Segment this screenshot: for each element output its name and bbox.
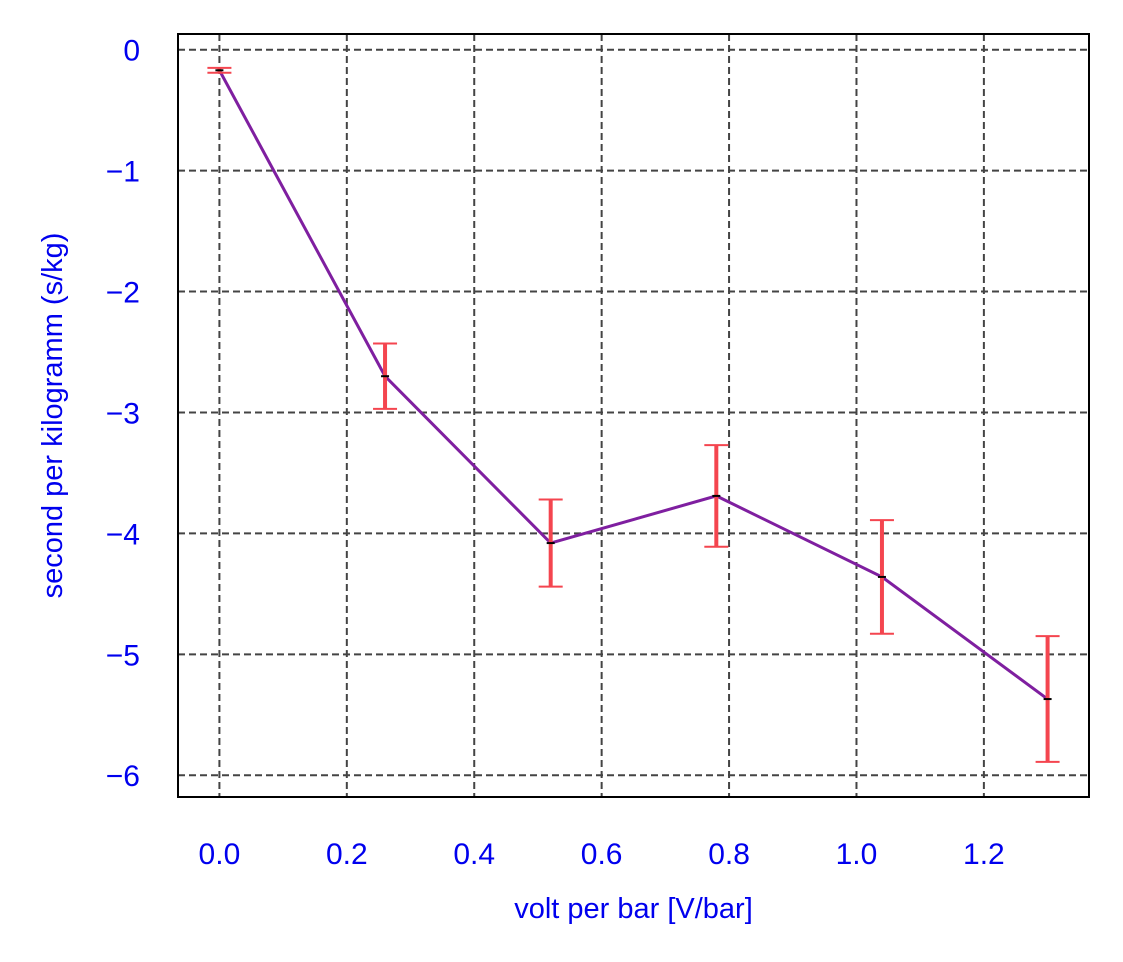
plot-data <box>207 66 1060 763</box>
x-tick-label: 0.2 <box>326 838 368 871</box>
x-tick-label: 0.4 <box>453 838 495 871</box>
x-tick-label: 1.2 <box>963 838 1005 871</box>
grid <box>178 34 1089 797</box>
y-axis-label: second per kilogramm (s/kg) <box>37 233 69 599</box>
y-tick-label: −4 <box>106 518 140 551</box>
series-line <box>218 69 1049 701</box>
x-tick-label: 0.6 <box>581 838 623 871</box>
x-axis-label: volt per bar [V/bar] <box>514 893 753 925</box>
y-tick-label: 0 <box>123 35 140 68</box>
y-tick-label: −5 <box>106 639 140 672</box>
y-tick-label: −2 <box>106 277 140 310</box>
y-tick-label: −3 <box>106 397 140 430</box>
y-tick-label: −1 <box>106 156 140 189</box>
x-tick-label: 0.8 <box>708 838 750 871</box>
plot-frame <box>177 33 1090 798</box>
x-tick-label: 1.0 <box>836 838 878 871</box>
y-tick-label: −6 <box>106 760 140 793</box>
x-tick-label: 0.0 <box>199 838 241 871</box>
axis-ticks: 0.0 0.2 0.4 0.6 0.8 1.0 1.2 0 −1 −2 −3 −4 −5 −6 <box>106 35 1005 871</box>
